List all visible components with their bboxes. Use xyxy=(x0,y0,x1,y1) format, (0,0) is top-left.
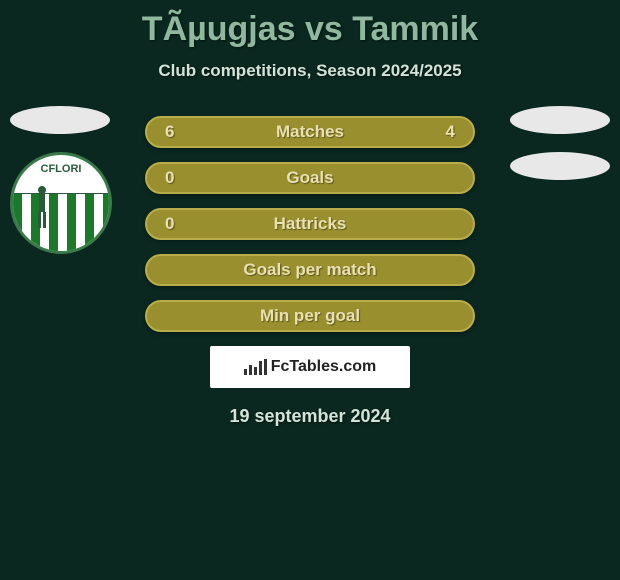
stat-label: Matches xyxy=(185,122,435,142)
right-player-avatar-1 xyxy=(510,106,610,134)
stat-row-hattricks: 0 Hattricks xyxy=(145,208,475,240)
page-subtitle: Club competitions, Season 2024/2025 xyxy=(0,61,620,81)
stat-left-value: 0 xyxy=(165,168,185,188)
right-player-column xyxy=(510,106,610,198)
stat-row-gpm: Goals per match xyxy=(145,254,475,286)
stat-row-matches: 6 Matches 4 xyxy=(145,116,475,148)
badge-figure-icon xyxy=(33,185,51,230)
attribution-logo: FcTables.com xyxy=(244,358,377,376)
stat-label: Goals per match xyxy=(185,260,435,280)
stat-left-value: 0 xyxy=(165,214,185,234)
badge-stripes xyxy=(13,193,109,251)
stat-label: Hattricks xyxy=(185,214,435,234)
right-player-avatar-2 xyxy=(510,152,610,180)
left-club-badge: CFLORI xyxy=(10,152,112,254)
left-player-avatar xyxy=(10,106,110,134)
stat-label: Min per goal xyxy=(185,306,435,326)
stat-row-goals: 0 Goals xyxy=(145,162,475,194)
left-player-column: CFLORI xyxy=(10,106,110,254)
stat-left-value: 6 xyxy=(165,122,185,142)
attribution-text: FcTables.com xyxy=(271,358,377,376)
attribution-box[interactable]: FcTables.com xyxy=(210,346,410,388)
stat-row-mpg: Min per goal xyxy=(145,300,475,332)
chart-icon xyxy=(244,359,267,375)
content-area: CFLORI 6 Matches 4 0 Goals 0 Hattricks xyxy=(0,116,620,427)
page-title: TÃµugjas vs Tammik xyxy=(0,0,620,49)
date-text: 19 september 2024 xyxy=(0,406,620,427)
stats-container: 6 Matches 4 0 Goals 0 Hattricks Goals pe… xyxy=(145,116,475,332)
stat-right-value: 4 xyxy=(435,122,455,142)
left-club-badge-text: CFLORI xyxy=(13,163,109,175)
stat-label: Goals xyxy=(185,168,435,188)
